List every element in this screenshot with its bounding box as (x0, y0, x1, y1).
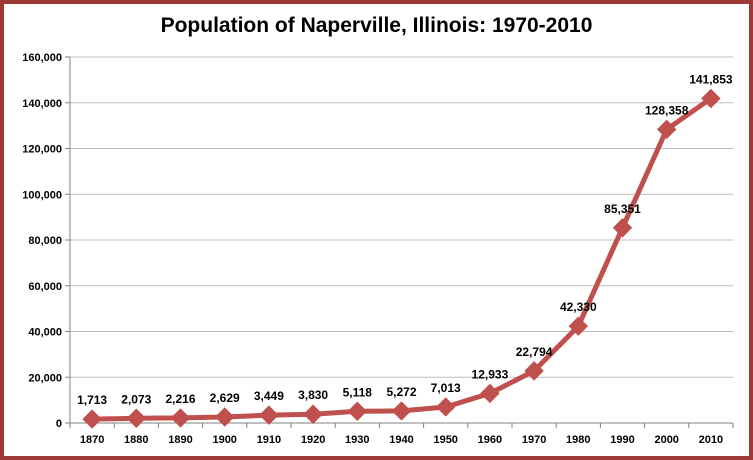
population-series (89, 96, 714, 422)
x-tick-label: 2010 (699, 434, 723, 446)
data-label-2000: 128,358 (645, 103, 689, 117)
data-point-1900 (214, 407, 235, 427)
data-label-1920: 3,830 (298, 388, 328, 402)
y-tick-label: 140,000 (22, 98, 62, 110)
data-label-2010: 141,853 (689, 73, 733, 87)
data-point-1890 (170, 408, 191, 428)
data-point-2000 (656, 119, 677, 140)
series-line-population (89, 96, 714, 422)
gridlines (70, 56, 733, 378)
x-tick-label: 2000 (654, 434, 678, 446)
data-label-1990: 85,351 (604, 202, 641, 216)
data-point-1870 (82, 409, 102, 429)
x-tick-label: 1930 (345, 434, 369, 446)
data-label-1910: 3,449 (254, 389, 284, 403)
data-point-1910 (259, 405, 279, 425)
data-label-1960: 12,933 (472, 367, 509, 381)
x-tick-label: 1870 (80, 434, 104, 446)
y-tick-label: 80,000 (28, 235, 62, 247)
y-tick-label: 40,000 (28, 327, 62, 339)
x-tick-labels: 1870 1880 1890 1900 1910 1920 1930 1940 1950 1960… (80, 434, 723, 446)
x-tick-label: 1940 (389, 434, 413, 446)
x-tick-label: 1920 (301, 434, 325, 446)
axes (65, 56, 734, 428)
data-label-1900: 2,629 (210, 391, 240, 405)
data-markers (82, 88, 721, 429)
y-tick-label: 20,000 (28, 372, 62, 384)
data-label-1950: 7,013 (431, 381, 461, 395)
data-label-1870: 1,713 (77, 393, 107, 407)
x-tick-label: 1900 (212, 434, 236, 446)
data-labels: 1,713 2,073 2,216 2,629 3,449 3,830 5,118 5,272… (77, 73, 733, 408)
data-point-1930 (347, 401, 368, 421)
y-tick-label: 0 (56, 418, 62, 430)
data-label-1980: 42,330 (560, 300, 597, 314)
y-tick-label: 120,000 (22, 144, 62, 156)
data-point-1990 (612, 218, 633, 238)
x-tick-label: 1910 (257, 434, 281, 446)
y-tick-label: 100,000 (22, 189, 62, 201)
data-label-1880: 2,073 (121, 392, 151, 406)
data-point-1970 (524, 361, 544, 381)
data-point-1940 (391, 401, 412, 421)
y-tick-label: 160,000 (22, 52, 62, 64)
data-point-1960 (480, 383, 500, 404)
data-point-1880 (126, 408, 147, 428)
x-tick-label: 1950 (433, 434, 457, 446)
data-point-1980 (568, 316, 589, 336)
x-tick-label: 1960 (478, 434, 502, 446)
data-point-2010 (701, 88, 721, 109)
data-label-1930: 5,118 (343, 385, 373, 399)
chart-title: Population of Naperville, Illinois: 1970… (160, 14, 593, 37)
y-tick-labels: 0 20,000 40,000 60,000 80,000 100,000 120,000 1… (22, 52, 62, 430)
data-label-1890: 2,216 (165, 392, 195, 406)
data-label-1970: 22,794 (516, 345, 553, 359)
x-tick-label: 1890 (168, 434, 192, 446)
x-tick-label: 1880 (124, 434, 148, 446)
x-tick-label: 1980 (566, 434, 590, 446)
data-point-1950 (435, 397, 456, 417)
data-point-1920 (303, 404, 323, 424)
x-tick-label: 1990 (610, 434, 634, 446)
y-tick-label: 60,000 (28, 281, 62, 293)
x-tick-label: 1970 (522, 434, 546, 446)
data-label-1940: 5,272 (386, 385, 416, 399)
